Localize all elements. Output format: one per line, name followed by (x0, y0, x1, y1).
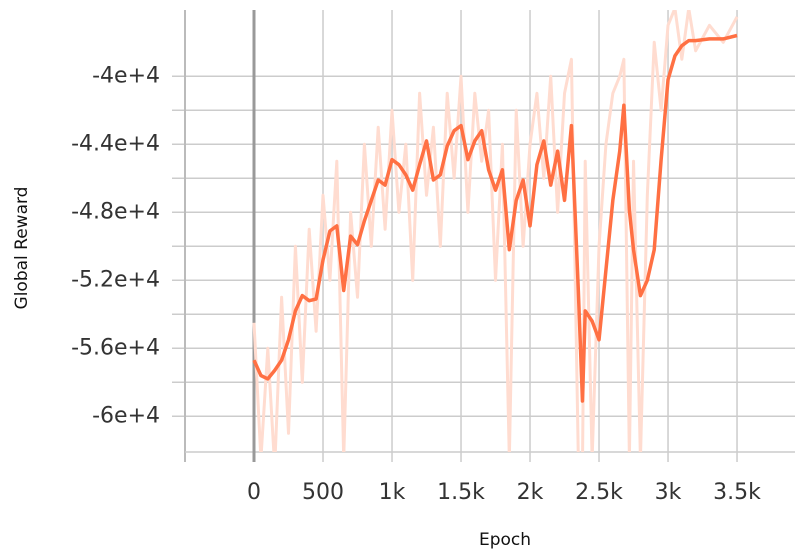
x-tick-label: 3.5k (713, 480, 761, 505)
x-tick-label: 1.5k (437, 480, 485, 505)
x-tick-label: 2.5k (575, 480, 623, 505)
series-line (252, 33, 738, 403)
x-tick-label: 3k (655, 480, 682, 505)
x-tick-label: 1k (379, 480, 406, 505)
y-tick-label: -4.8e+4 (71, 199, 160, 224)
y-tick-label: -6e+4 (92, 403, 160, 428)
x-tick-label: 2k (517, 480, 544, 505)
y-tick-label: -5.6e+4 (71, 335, 160, 360)
series-line (252, 10, 739, 452)
y-axis-label: Global Reward (12, 187, 32, 310)
x-tick-label: 0 (247, 480, 261, 505)
y-tick-label: -4.4e+4 (71, 131, 160, 156)
plot-area (252, 10, 739, 452)
y-tick-label: -4e+4 (92, 63, 160, 88)
x-axis-label: Epoch (479, 530, 531, 550)
y-tick-label: -5.2e+4 (71, 267, 160, 292)
x-tick-label: 500 (302, 480, 344, 505)
